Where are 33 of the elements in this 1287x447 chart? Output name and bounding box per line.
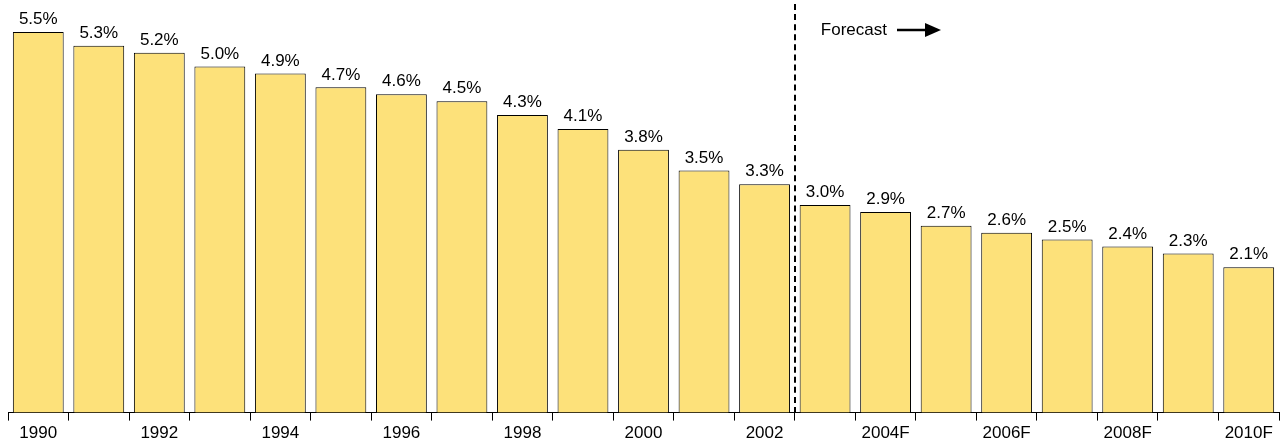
x-tick-label: 2000 — [624, 423, 663, 443]
data-label: 3.3% — [745, 161, 784, 181]
data-label: 2.1% — [1229, 244, 1269, 264]
data-label: 3.0% — [805, 182, 845, 202]
data-label: 4.5% — [442, 78, 482, 98]
x-tick-label: 2010F — [1224, 423, 1273, 443]
x-tick-label: 2008F — [1103, 423, 1152, 443]
data-label: 4.6% — [382, 71, 421, 91]
x-tick-label: 2002 — [745, 423, 784, 443]
data-label: 2.9% — [866, 189, 905, 209]
data-label: 5.0% — [200, 43, 240, 63]
data-label: 5.3% — [79, 23, 119, 43]
data-label: 3.8% — [624, 126, 663, 146]
data-label: 2.7% — [926, 202, 966, 222]
annotation: Forecast — [820, 19, 888, 39]
data-label: 4.7% — [321, 64, 361, 84]
data-label: 4.3% — [503, 92, 542, 112]
x-tick-label: 1996 — [382, 423, 421, 443]
x-tick-label: 2004F — [861, 423, 910, 443]
x-tick-label: 1992 — [140, 423, 179, 443]
data-label: 5.5% — [18, 9, 58, 29]
data-label: 2.4% — [1108, 223, 1148, 243]
x-tick-label: 1998 — [503, 423, 542, 443]
data-label: 5.2% — [139, 29, 179, 49]
x-tick-label: 2006F — [982, 423, 1031, 443]
x-tick-label: 1994 — [261, 423, 300, 443]
data-label: 2.5% — [1047, 216, 1087, 236]
data-label: 3.5% — [684, 147, 724, 167]
data-label: 2.6% — [987, 209, 1027, 229]
data-label: 4.1% — [563, 106, 603, 126]
data-label: 2.3% — [1168, 230, 1208, 250]
x-tick-label: 1990 — [19, 423, 58, 443]
data-label: 4.9% — [260, 50, 300, 70]
